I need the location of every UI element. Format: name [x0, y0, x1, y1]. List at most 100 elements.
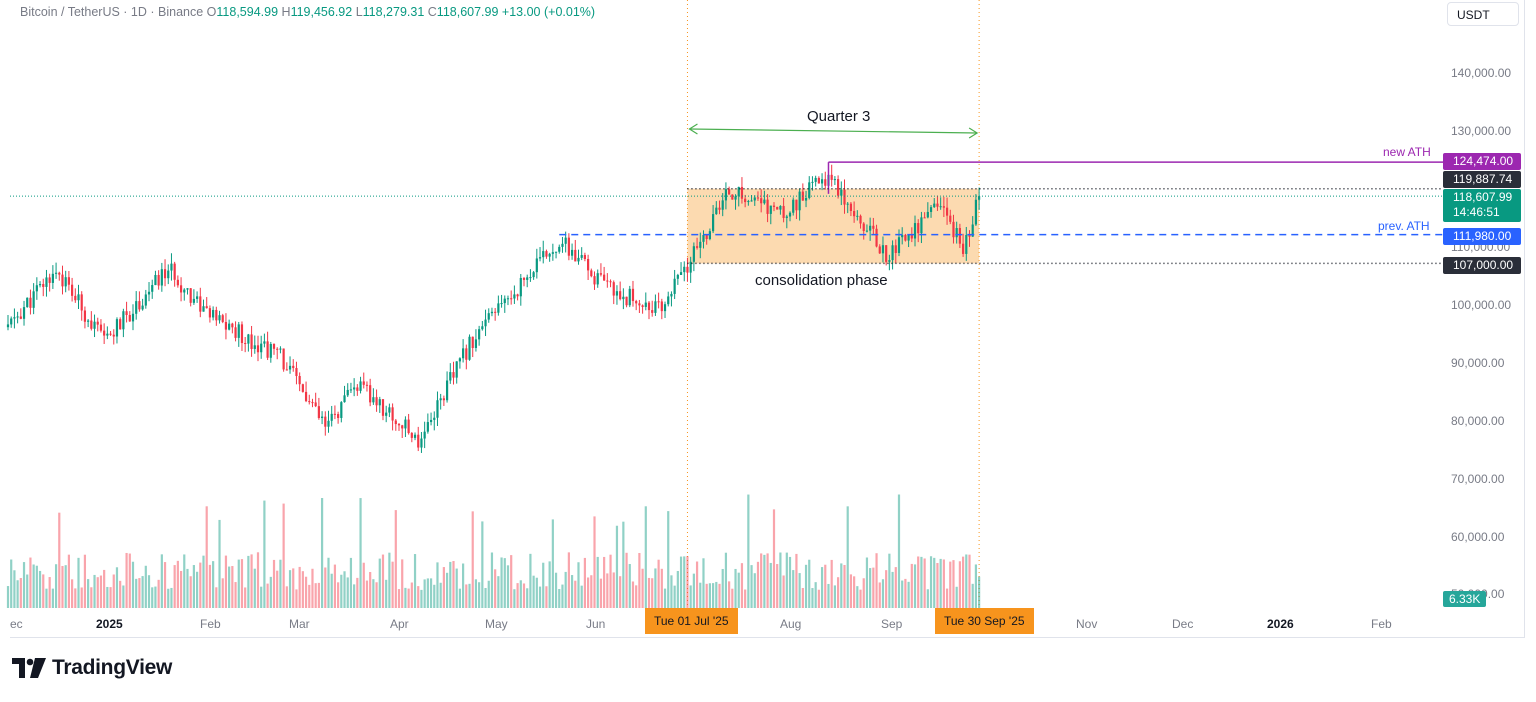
- volume-bar: [131, 561, 135, 608]
- candle-body: [195, 296, 199, 299]
- volume-bar: [756, 561, 760, 608]
- candle-body: [304, 391, 308, 402]
- candle-body: [744, 198, 747, 203]
- current-price-tag: 118,607.99 14:46:51: [1443, 189, 1521, 222]
- candle-body: [128, 315, 131, 322]
- candle-body: [897, 237, 901, 253]
- candle-body: [458, 358, 462, 362]
- candle-body: [397, 424, 401, 426]
- volume-bar: [163, 562, 167, 608]
- volume-bar: [917, 556, 920, 608]
- volume-bar: [894, 567, 897, 608]
- candle-body: [484, 319, 487, 327]
- volume-bar: [654, 568, 657, 608]
- quarter-arrow-left-head: [688, 123, 698, 135]
- candle-body: [933, 203, 936, 208]
- candle-body: [756, 197, 760, 199]
- candle-body: [87, 320, 90, 322]
- candle-body: [474, 339, 478, 348]
- volume-bar: [282, 503, 285, 608]
- volume-bar: [106, 586, 109, 608]
- volume-bar: [580, 585, 583, 608]
- volume-bar: [80, 587, 83, 608]
- candle-body: [567, 237, 570, 256]
- volume-bar: [298, 566, 301, 608]
- volume-bar: [705, 583, 708, 608]
- candle-body: [901, 234, 904, 238]
- candle-body: [301, 384, 304, 392]
- volume-bar: [160, 554, 163, 608]
- price-tick: 100,000.00: [1451, 298, 1512, 312]
- candle-body: [144, 294, 147, 306]
- candle-body: [314, 402, 317, 407]
- volume-bar: [891, 571, 894, 608]
- candle-body: [237, 324, 240, 338]
- currency-button[interactable]: USDT: [1447, 2, 1519, 26]
- volume-bar: [51, 588, 54, 608]
- candle-body: [606, 280, 609, 282]
- volume-bar: [71, 579, 74, 608]
- volume-bar: [699, 582, 702, 608]
- volume-bar: [455, 568, 458, 608]
- volume-bar: [426, 578, 429, 608]
- volume-bar: [718, 583, 721, 608]
- candle-body: [625, 296, 628, 306]
- candle-body: [647, 302, 651, 311]
- volume-bar: [103, 569, 106, 608]
- volume-bar: [529, 553, 532, 608]
- candle-body: [103, 330, 106, 336]
- volume-bar: [228, 566, 231, 608]
- candle-body: [843, 189, 846, 205]
- countdown-value: 14:46:51: [1453, 205, 1500, 219]
- candle-body: [692, 246, 695, 262]
- volume-bar: [481, 521, 484, 608]
- candle-body: [670, 293, 673, 297]
- candle-body: [61, 274, 64, 287]
- candle-body: [907, 234, 910, 241]
- candle-body: [202, 306, 205, 312]
- volume-bar: [413, 554, 417, 608]
- volume-bar: [19, 578, 22, 608]
- volume-bar: [766, 553, 769, 608]
- candle-body: [570, 249, 574, 256]
- volume-bar: [978, 576, 981, 608]
- volume-bar: [256, 552, 260, 608]
- candle-body: [401, 425, 404, 429]
- volume-bar: [125, 552, 128, 608]
- symbol-name[interactable]: Bitcoin / TetherUS · 1D · Binance: [20, 5, 204, 19]
- volume-bar: [381, 554, 385, 608]
- volume-bar: [404, 587, 407, 608]
- price-chart[interactable]: [0, 0, 1536, 640]
- volume-bar: [311, 568, 314, 608]
- candle-body: [663, 304, 667, 312]
- candle-body: [820, 179, 824, 184]
- volume-bar: [663, 588, 667, 608]
- candle-body: [817, 177, 820, 184]
- chart-pane[interactable]: [10, 0, 1525, 638]
- candle-body: [13, 317, 16, 319]
- candle-body: [186, 288, 189, 290]
- volume-bar: [58, 512, 61, 608]
- candle-body: [106, 333, 109, 336]
- volume-bar: [631, 581, 635, 608]
- volume-bar: [968, 554, 971, 608]
- candle-body: [234, 327, 237, 338]
- tradingview-logo[interactable]: TradingView: [12, 656, 172, 680]
- candle-body: [747, 201, 750, 203]
- volume-bar: [628, 564, 631, 608]
- volume-bar: [183, 554, 186, 608]
- candle-body: [676, 274, 679, 279]
- volume-bar: [910, 563, 913, 608]
- prev-ath-price-tag: 111,980.00: [1443, 228, 1521, 245]
- volume-bar: [548, 561, 551, 608]
- candle-body: [535, 258, 538, 273]
- time-tick: 2025: [96, 617, 123, 631]
- volume-bar: [689, 585, 692, 608]
- volume-bar: [907, 581, 910, 608]
- volume-bar: [337, 582, 340, 608]
- candle-body: [279, 348, 282, 350]
- volume-bar: [769, 562, 772, 608]
- volume-bar: [29, 557, 32, 608]
- volume-bar: [506, 565, 510, 608]
- low-value: 118,279.31: [362, 5, 425, 19]
